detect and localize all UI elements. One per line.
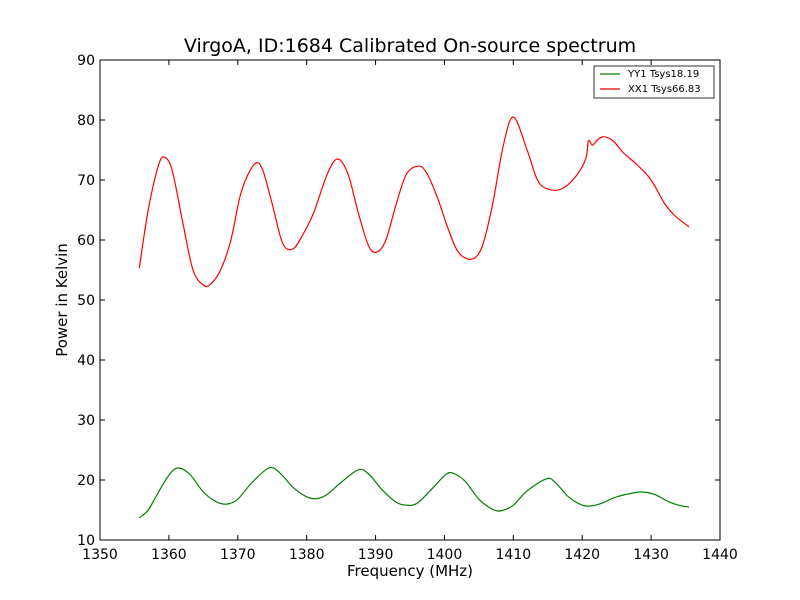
series-line-xx1 xyxy=(138,116,690,288)
y-tick-label: 50 xyxy=(77,293,95,309)
x-tick-label: 1380 xyxy=(289,547,325,563)
y-tick-label: 70 xyxy=(77,173,95,189)
x-tick-label: 1370 xyxy=(220,547,256,563)
legend-label-yy1: YY1 Tsys18.19 xyxy=(627,69,699,80)
x-tick-label: 1350 xyxy=(82,547,118,563)
x-tick-label: 1360 xyxy=(151,547,187,563)
x-tick-label: 1420 xyxy=(564,547,600,563)
x-tick-label: 1400 xyxy=(427,547,463,563)
series-line-yy1 xyxy=(138,466,690,519)
x-tick-label: 1440 xyxy=(702,547,738,563)
plot-area xyxy=(99,59,721,541)
y-tick-label: 60 xyxy=(77,233,95,249)
legend-box xyxy=(593,65,715,99)
legend: YY1 Tsys18.19 XX1 Tsys66.83 xyxy=(593,65,715,99)
x-axis-label: Frequency (MHz) xyxy=(347,562,473,580)
x-tick-label: 1430 xyxy=(633,547,669,563)
axis-ticks: 1350 1360 1370 1380 1390 1400 1410 1420 1430 1440… xyxy=(77,53,738,563)
y-tick-label: 40 xyxy=(77,353,95,369)
series-lines xyxy=(138,116,690,519)
y-tick-label: 20 xyxy=(77,473,95,489)
x-tick-label: 1410 xyxy=(496,547,532,563)
y-axis-label: Power in Kelvin xyxy=(53,243,71,357)
y-tick-label: 10 xyxy=(77,533,95,549)
y-tick-label: 90 xyxy=(77,53,95,69)
x-tick-label: 1390 xyxy=(358,547,394,563)
y-tick-label: 80 xyxy=(77,113,95,129)
chart-title: VirgoA, ID:1684 Calibrated On-source spe… xyxy=(184,35,636,57)
legend-label-xx1: XX1 Tsys66.83 xyxy=(628,84,701,95)
y-tick-label: 30 xyxy=(77,413,95,429)
